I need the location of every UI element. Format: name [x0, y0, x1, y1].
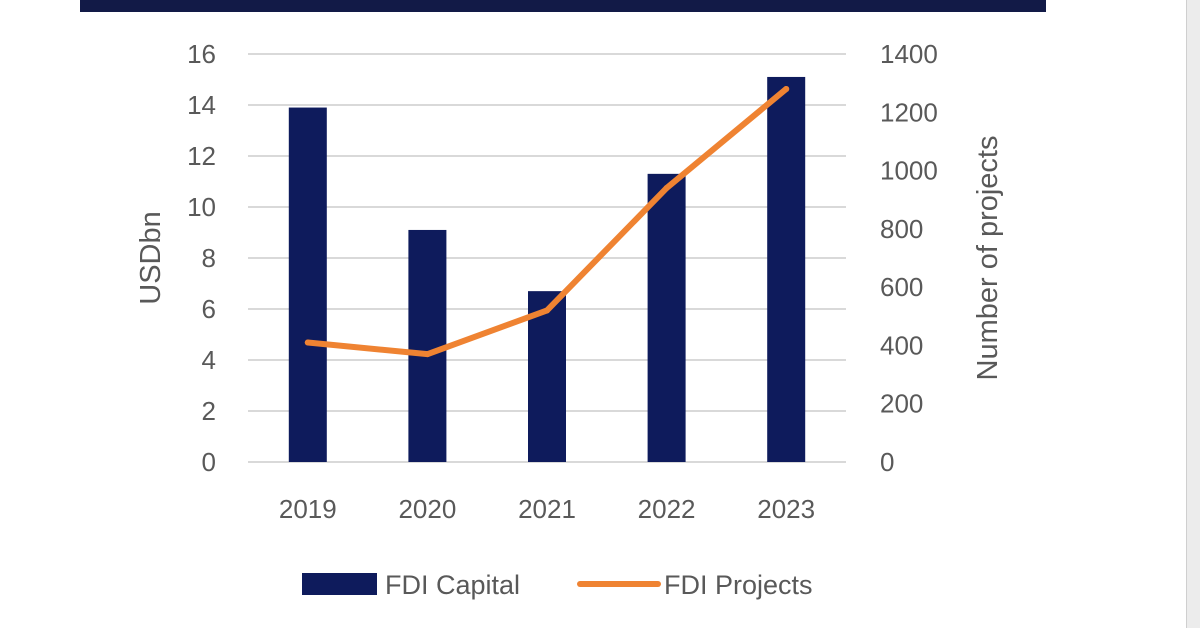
- x-tick-label: 2023: [757, 494, 815, 524]
- point-fdi-projects-2020: [424, 351, 431, 358]
- y-axis-title: USDbn: [135, 211, 167, 305]
- bar-fdi-capital-2023: [767, 76, 806, 462]
- y2-tick-label: 200: [880, 389, 923, 419]
- bar-fdi-capital-2020: [408, 229, 447, 462]
- point-fdi-projects-2023: [783, 85, 790, 92]
- y2-tick-label: 0: [880, 447, 894, 477]
- y-tick-label: 6: [202, 294, 216, 324]
- bars: [288, 76, 806, 463]
- x-tick-label: 2019: [279, 494, 337, 524]
- point-fdi-projects-2019: [304, 339, 311, 346]
- y2-tick-label: 400: [880, 330, 923, 360]
- left-axis-ticks: 0 2 4 6 8 10 12 14 16: [187, 39, 216, 477]
- legend-label-fdi-projects: FDI Projects: [664, 570, 813, 600]
- x-tick-label: 2021: [518, 494, 576, 524]
- x-axis-ticks: 2019 2020 2021 2022 2023: [279, 494, 815, 524]
- y2-axis-title: Number of projects: [972, 136, 1004, 381]
- y-tick-label: 10: [187, 192, 216, 222]
- x-tick-label: 2022: [638, 494, 696, 524]
- y2-tick-label: 1000: [880, 156, 938, 186]
- legend-swatch-fdi-capital: [302, 573, 377, 595]
- y-tick-label: 4: [202, 345, 216, 375]
- y2-tick-label: 600: [880, 272, 923, 302]
- y2-tick-label: 1200: [880, 97, 938, 127]
- x-tick-label: 2020: [398, 494, 456, 524]
- window-edge: [1186, 0, 1200, 628]
- legend-label-fdi-capital: FDI Capital: [385, 570, 520, 600]
- y-tick-label: 16: [187, 39, 216, 69]
- y-tick-label: 8: [202, 243, 216, 273]
- top-banner: [80, 0, 1046, 12]
- y2-tick-label: 1400: [880, 39, 938, 69]
- y2-tick-label: 800: [880, 214, 923, 244]
- y-tick-label: 14: [187, 90, 216, 120]
- bar-fdi-capital-2022: [647, 173, 686, 462]
- y-tick-label: 12: [187, 141, 216, 171]
- bar-fdi-capital-2019: [288, 107, 327, 463]
- point-fdi-projects-2021: [544, 307, 550, 314]
- projects-line-layer: [304, 85, 790, 358]
- point-fdi-projects-2022: [663, 185, 670, 192]
- bar-fdi-capital-2021: [528, 291, 566, 462]
- legend: FDI Capital FDI Projects: [302, 570, 813, 600]
- right-axis-ticks: 0 200 400 600 800 1000 1200 1400: [880, 39, 938, 477]
- y-tick-label: 2: [202, 396, 216, 426]
- y-tick-label: 0: [202, 447, 216, 477]
